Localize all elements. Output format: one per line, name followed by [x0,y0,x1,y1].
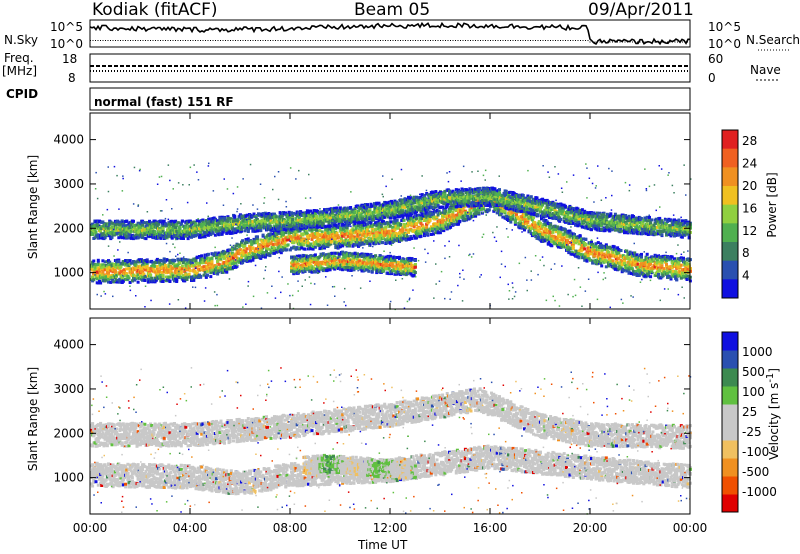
velocity-colorbar-segment [722,494,738,513]
velocity-marks [90,367,692,515]
velocity-colorbar-tick: -25 [742,425,762,439]
velocity-colorbar-segment [722,422,738,441]
velocity-scatter [91,367,692,515]
power-colorbar-tick: 16 [742,201,757,215]
velocity-ytick-label: 1000 [53,471,84,485]
cpid-label: CPID [6,87,39,101]
velocity-colorbar-tick: -1000 [742,485,777,499]
power-colorbar-segment [722,242,738,262]
date-title: 09/Apr/2011 [588,0,694,20]
freq-panel [89,53,691,83]
power-colorbar-tick: 20 [742,179,757,193]
noise-lines [89,21,690,46]
power-colorbar: 4 8 12 16 20 24 28 [721,129,757,299]
power-colorbar-segment [722,148,738,168]
cpid-panel [89,87,691,111]
freq-label: Freq. [4,51,34,65]
power-ytick-label: 3000 [53,177,84,191]
power-colorbar-segment [722,186,738,206]
velocity-colorbar-segment [722,404,738,423]
power-band-patch [290,250,417,278]
power-colorbar-tick: 24 [742,157,757,171]
velocity-ytick-label: 2000 [53,426,84,440]
power-colorbar-tick: 4 [742,269,750,283]
freq-right-tick-bottom: 0 [708,71,716,85]
power-ytick-label: 1000 [53,266,84,280]
power-colorbar-tick: 12 [742,224,757,238]
freq-left-tick-bottom: 8 [68,71,76,85]
velocity-colorbar-segment [722,476,738,495]
nsearch-line [90,40,690,43]
xtick-label: 08:00 [273,521,308,535]
power-colorbar-segment [722,279,738,299]
freq-left-tick-top: 18 [62,52,78,66]
power-band-main [90,186,692,285]
noise-left-tick-top: 10^5 [50,20,83,34]
power-colorbar-segment [722,167,738,187]
nsky-line [89,21,690,46]
xtick-label: 16:00 [473,521,508,535]
nsearch-label: N.Search [746,33,800,47]
station-title: Kodiak (fitACF) [92,0,218,20]
power-colorbar-tick: 28 [742,134,757,148]
velocity-ytick-label: 3000 [53,382,84,396]
noise-left-tick-bottom: 10^0 [50,37,83,51]
xtick-label: 00:00 [73,521,108,535]
velocity-colorbar: 1000 500 100 25 -25 -100 -500 -1000 [721,331,777,513]
xtick-label: 20:00 [573,521,608,535]
freq-right-tick-top: 60 [708,52,724,66]
freq-lines [90,65,690,72]
xtick-label: 04:00 [173,521,208,535]
velocity-band-ionospheric-patch [302,453,417,480]
power-colorbar-segment [722,223,738,243]
power-colorbar-segment [722,130,738,150]
power-colorbar-tick: 8 [742,246,750,260]
velocity-colorbar-segment [722,458,738,477]
power-band-upper [90,186,692,241]
cpid-text: normal (fast) 151 RF [94,95,234,109]
velocity-colorbar-tick: -100 [742,445,769,459]
nave-label: Nave [750,63,781,77]
velocity-colorbar-segment [722,368,738,387]
power-scatter [94,162,692,311]
velocity-colorbar-segment [722,386,738,405]
power-colorbar-segment [722,260,738,280]
velocity-colorbar-tick: 100 [742,385,765,399]
nsky-label: N.Sky [4,33,39,47]
velocity-colorbar-tick: 25 [742,405,757,419]
x-axis-label: Time UT [358,538,408,552]
velocity-ytick-label: 4000 [53,338,84,352]
axes: 1000 2000 3000 4000 1000 2000 3000 4000 00:00 04:… [53,113,707,535]
noise-panel [89,19,691,48]
noise-right-tick-top: 10^5 [708,20,741,34]
velocity-colorbar-tick: 1000 [742,345,773,359]
velocity-colorbar-segment [722,440,738,459]
power-marks [90,162,692,311]
xtick-label: 00:00 [673,521,708,535]
power-colorbar-segment [722,204,738,224]
velocity-band-ground-scatter-high [90,387,692,450]
velocity-colorbar-segment [722,332,738,351]
mhz-label: [MHz] [2,64,38,78]
xtick-label: 12:00 [373,521,408,535]
velocity-colorbar-tick: 500 [742,365,765,379]
power-ytick-label: 4000 [53,133,84,147]
power-ytick-label: 2000 [53,221,84,235]
beam-title: Beam 05 [354,0,431,20]
noise-right-tick-bottom: 10^0 [708,37,741,51]
velocity-colorbar-tick: -500 [742,465,769,479]
velocity-colorbar-segment [722,350,738,369]
